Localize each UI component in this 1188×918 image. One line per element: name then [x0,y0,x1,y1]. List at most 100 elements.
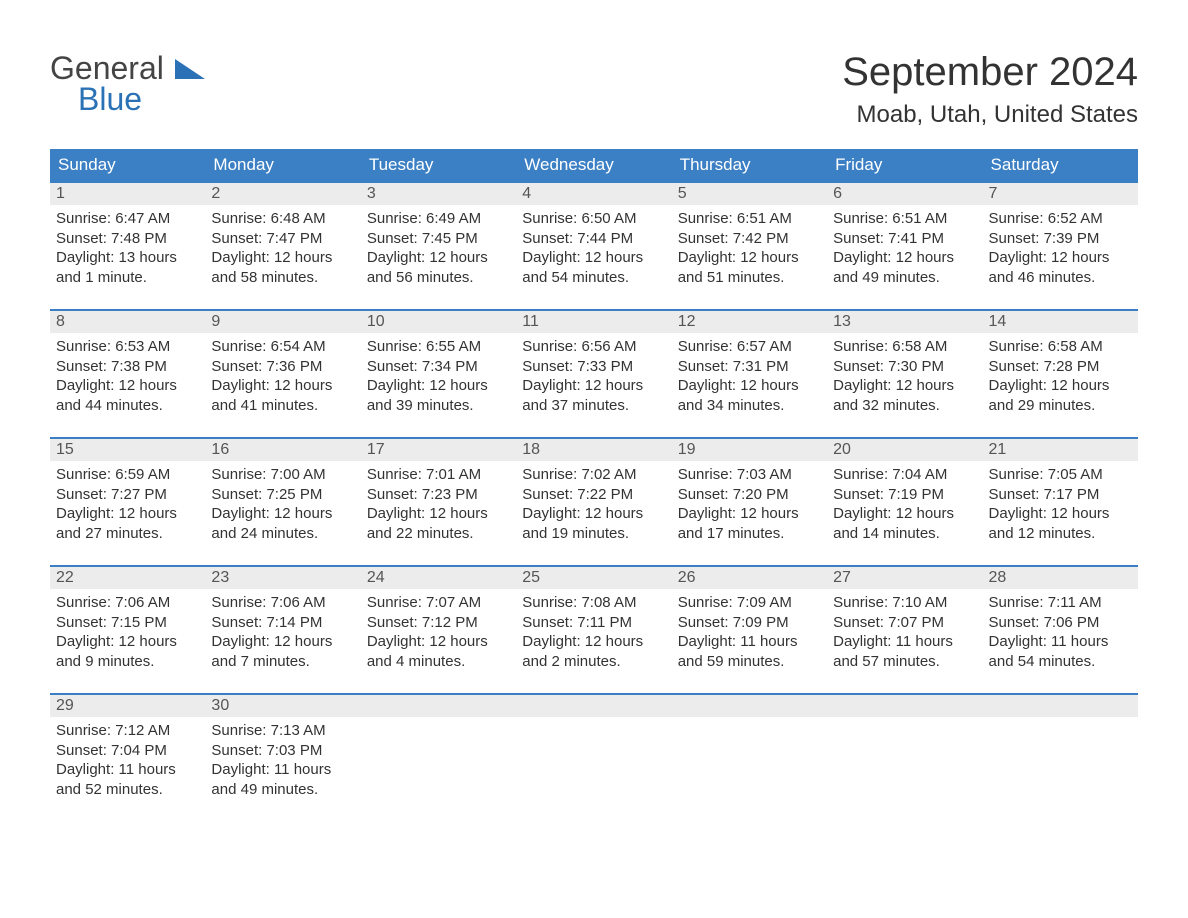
sunset-line: Sunset: 7:48 PM [56,229,199,249]
sunset-line: Sunset: 7:31 PM [678,357,821,377]
calendar-day-cell: 27Sunrise: 7:10 AMSunset: 7:07 PMDayligh… [827,566,982,694]
daylight-line: Daylight: 11 hours and 52 minutes. [56,760,199,799]
daylight-line: Daylight: 12 hours and 54 minutes. [522,248,665,287]
calendar-day-cell [361,694,516,822]
sunrise-line: Sunrise: 7:02 AM [522,465,665,485]
daylight-line: Daylight: 12 hours and 46 minutes. [989,248,1132,287]
sunrise-line: Sunrise: 6:57 AM [678,337,821,357]
sunrise-line: Sunrise: 7:12 AM [56,721,199,741]
daylight-line: Daylight: 12 hours and 29 minutes. [989,376,1132,415]
daylight-line: Daylight: 12 hours and 2 minutes. [522,632,665,671]
day-number: 22 [50,567,205,589]
sunset-line: Sunset: 7:23 PM [367,485,510,505]
day-header-row: Sunday Monday Tuesday Wednesday Thursday… [50,149,1138,182]
sunset-line: Sunset: 7:14 PM [211,613,354,633]
daylight-line: Daylight: 12 hours and 56 minutes. [367,248,510,287]
day-details: Sunrise: 6:58 AMSunset: 7:30 PMDaylight:… [827,333,982,423]
sunrise-line: Sunrise: 7:03 AM [678,465,821,485]
calendar-day-cell: 3Sunrise: 6:49 AMSunset: 7:45 PMDaylight… [361,182,516,310]
calendar-week-row: 22 Sunrise: 7:06 AMSunset: 7:15 PM Dayligh… [50,566,1138,694]
day-number: 28 [983,567,1138,589]
title-block: September 2024 Moab, Utah, United States [842,50,1138,129]
sunrise-line: Sunrise: 6:58 AM [989,337,1132,357]
day-details: Sunrise: 6:51 AMSunset: 7:41 PMDaylight:… [827,205,982,295]
sunrise-line: Sunrise: 7:11 AM [989,593,1132,613]
day-number: 16 [205,439,360,461]
calendar-day-cell: 29Sunrise: 7:12 AMSunset: 7:04 PMDayligh… [50,694,205,822]
sunrise-line: Sunrise: 7:06 AM [56,593,199,613]
day-number: 1 [50,183,205,205]
sunrise-line: Sunrise: 6:52 AM [989,209,1132,229]
daylight-line: Daylight: 11 hours and 59 minutes. [678,632,821,671]
calendar-day-cell: 19Sunrise: 7:03 AMSunset: 7:20 PMDayligh… [672,438,827,566]
day-number: 19 [672,439,827,461]
sunrise-line: Sunrise: 6:58 AM [833,337,976,357]
day-details: Sunrise: 6:53 AMSunset: 7:38 PMDaylight:… [50,333,205,423]
calendar-week-row: 29Sunrise: 7:12 AMSunset: 7:04 PMDayligh… [50,694,1138,822]
calendar-day-cell [516,694,671,822]
day-number: 7 [983,183,1138,205]
daylight-line: Daylight: 12 hours and 32 minutes. [833,376,976,415]
sunset-line: Sunset: 7:07 PM [833,613,976,633]
sunrise-line: Sunrise: 7:10 AM [833,593,976,613]
day-number: 2 [205,183,360,205]
day-number: 25 [516,567,671,589]
day-details: Sunrise: 6:57 AMSunset: 7:31 PMDaylight:… [672,333,827,423]
calendar-day-cell: 24Sunrise: 7:07 AMSunset: 7:12 PMDayligh… [361,566,516,694]
day-number: 21 [983,439,1138,461]
day-header: Monday [205,149,360,182]
calendar-day-cell [983,694,1138,822]
day-number: 15 [50,439,205,461]
daylight-line: Daylight: 12 hours and 41 minutes. [211,376,354,415]
daylight-line: Daylight: 12 hours and 39 minutes. [367,376,510,415]
day-header: Saturday [983,149,1138,182]
sunrise-line: Sunrise: 7:13 AM [211,721,354,741]
sunset-line: Sunset: 7:42 PM [678,229,821,249]
calendar-day-cell: 8Sunrise: 6:53 AMSunset: 7:38 PMDaylight… [50,310,205,438]
location-text: Moab, Utah, United States [842,101,1138,129]
day-details: Sunrise: 7:12 AMSunset: 7:04 PMDaylight:… [50,717,205,807]
day-number: 5 [672,183,827,205]
calendar-day-cell: 16Sunrise: 7:00 AMSunset: 7:25 PMDayligh… [205,438,360,566]
sunset-line: Sunset: 7:41 PM [833,229,976,249]
day-details: Sunrise: 7:09 AMSunset: 7:09 PMDaylight:… [672,589,827,679]
calendar-day-cell: 1Sunrise: 6:47 AMSunset: 7:48 PMDaylight… [50,182,205,310]
calendar-day-cell: 26Sunrise: 7:09 AMSunset: 7:09 PMDayligh… [672,566,827,694]
sunset-line: Sunset: 7:15 PM [56,613,199,633]
month-title: September 2024 [842,50,1138,95]
day-details: Sunrise: 6:48 AMSunset: 7:47 PMDaylight:… [205,205,360,295]
day-details: Sunrise: 7:08 AMSunset: 7:11 PMDaylight:… [516,589,671,679]
day-details: Sunrise: 6:52 AMSunset: 7:39 PMDaylight:… [983,205,1138,295]
calendar-day-cell: 4Sunrise: 6:50 AMSunset: 7:44 PMDaylight… [516,182,671,310]
sunrise-line: Sunrise: 7:04 AM [833,465,976,485]
sunrise-line: Sunrise: 6:54 AM [211,337,354,357]
sunset-line: Sunset: 7:34 PM [367,357,510,377]
calendar-day-cell: 2Sunrise: 6:48 AMSunset: 7:47 PMDaylight… [205,182,360,310]
calendar-week-row: 15Sunrise: 6:59 AMSunset: 7:27 PMDayligh… [50,438,1138,566]
day-details: Sunrise: 7:02 AMSunset: 7:22 PMDaylight:… [516,461,671,551]
sunset-line: Sunset: 7:12 PM [367,613,510,633]
sunset-line: Sunset: 7:25 PM [211,485,354,505]
sunset-line: Sunset: 7:33 PM [522,357,665,377]
calendar-day-cell: 11Sunrise: 6:56 AMSunset: 7:33 PMDayligh… [516,310,671,438]
calendar-day-cell: 23Sunrise: 7:06 AMSunset: 7:14 PMDayligh… [205,566,360,694]
daylight-line: Daylight: 12 hours and 37 minutes. [522,376,665,415]
day-number: 20 [827,439,982,461]
day-number: 24 [361,567,516,589]
day-details: Sunrise: 7:03 AMSunset: 7:20 PMDaylight:… [672,461,827,551]
day-details: Sunrise: 7:04 AMSunset: 7:19 PMDaylight:… [827,461,982,551]
sunset-line: Sunset: 7:19 PM [833,485,976,505]
sunrise-line: Sunrise: 7:07 AM [367,593,510,613]
day-number: 13 [827,311,982,333]
calendar-day-cell [672,694,827,822]
day-number: 3 [361,183,516,205]
day-details: Sunrise: 6:55 AMSunset: 7:34 PMDaylight:… [361,333,516,423]
daylight-line: Daylight: 12 hours and 44 minutes. [56,376,199,415]
day-details: Sunrise: 6:50 AMSunset: 7:44 PMDaylight:… [516,205,671,295]
sunrise-line: Sunrise: 6:51 AM [678,209,821,229]
day-details: Sunrise: 7:13 AMSunset: 7:03 PMDaylight:… [205,717,360,807]
sunrise-line: Sunrise: 6:47 AM [56,209,199,229]
daylight-line: Daylight: 12 hours and 14 minutes. [833,504,976,543]
brand-logo: General Blue [50,50,205,118]
sunset-line: Sunset: 7:20 PM [678,485,821,505]
